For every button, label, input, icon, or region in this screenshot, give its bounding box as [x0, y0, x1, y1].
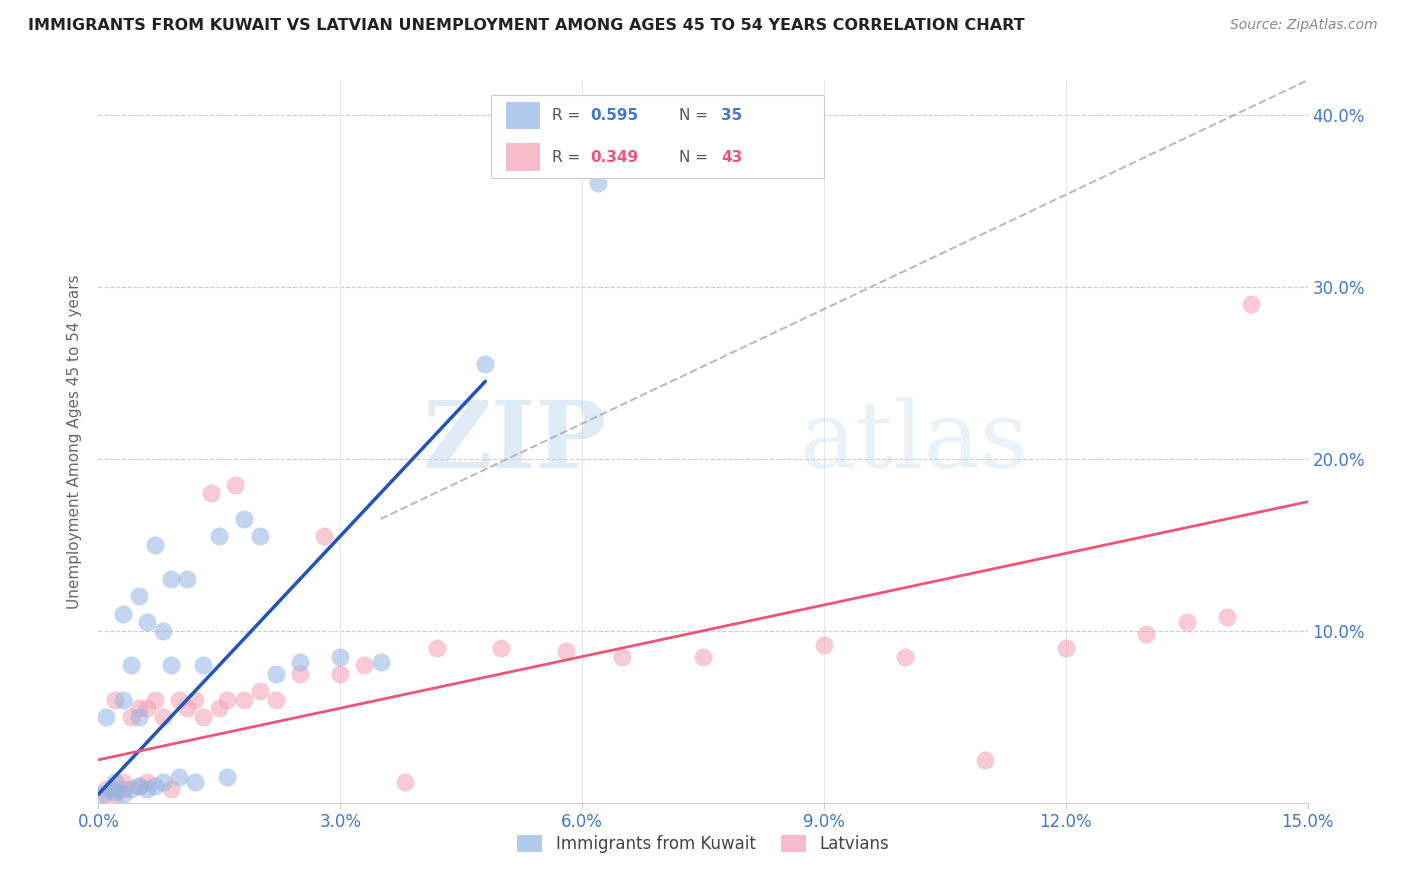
Text: R =: R = — [553, 108, 585, 123]
Point — [128, 701, 150, 715]
Point — [200, 486, 222, 500]
Text: 35: 35 — [721, 108, 742, 123]
Point — [249, 529, 271, 543]
Point — [103, 787, 125, 801]
Point — [96, 787, 118, 801]
Point — [1054, 640, 1077, 655]
Point — [111, 607, 134, 621]
Point — [160, 782, 183, 797]
Text: atlas: atlas — [800, 397, 1029, 486]
Point — [152, 775, 174, 789]
Point — [1216, 610, 1239, 624]
Point — [111, 692, 134, 706]
Point — [167, 692, 190, 706]
Point — [555, 644, 578, 658]
Point — [91, 787, 114, 801]
Point — [232, 692, 254, 706]
Point — [193, 710, 215, 724]
FancyBboxPatch shape — [506, 144, 540, 170]
Point — [893, 649, 915, 664]
Point — [288, 655, 311, 669]
Point — [120, 710, 142, 724]
Text: Source: ZipAtlas.com: Source: ZipAtlas.com — [1230, 18, 1378, 32]
Point — [152, 710, 174, 724]
Point — [329, 649, 352, 664]
Point — [184, 775, 207, 789]
Point — [208, 529, 231, 543]
Point — [128, 590, 150, 604]
Point — [135, 701, 157, 715]
Point — [120, 658, 142, 673]
Text: 0.595: 0.595 — [591, 108, 638, 123]
Point — [128, 779, 150, 793]
Point — [370, 655, 392, 669]
Point — [103, 775, 125, 789]
Point — [217, 770, 239, 784]
Point — [491, 640, 513, 655]
Point — [160, 572, 183, 586]
Text: N =: N = — [679, 108, 713, 123]
Point — [111, 782, 134, 797]
Point — [974, 753, 997, 767]
Point — [208, 701, 231, 715]
Text: N =: N = — [679, 150, 713, 164]
Point — [128, 710, 150, 724]
Point — [100, 782, 122, 797]
Legend: Immigrants from Kuwait, Latvians: Immigrants from Kuwait, Latvians — [510, 828, 896, 860]
Point — [120, 782, 142, 797]
Text: 43: 43 — [721, 150, 742, 164]
Text: ZIP: ZIP — [422, 397, 606, 486]
Y-axis label: Unemployment Among Ages 45 to 54 years: Unemployment Among Ages 45 to 54 years — [67, 274, 83, 609]
Text: IMMIGRANTS FROM KUWAIT VS LATVIAN UNEMPLOYMENT AMONG AGES 45 TO 54 YEARS CORRELA: IMMIGRANTS FROM KUWAIT VS LATVIAN UNEMPL… — [28, 18, 1025, 33]
Point — [329, 666, 352, 681]
Point — [692, 649, 714, 664]
Point — [264, 666, 287, 681]
Point — [143, 779, 166, 793]
Point — [394, 775, 416, 789]
Point — [1135, 627, 1157, 641]
Point — [193, 658, 215, 673]
Point — [96, 710, 118, 724]
Point — [128, 779, 150, 793]
Point — [103, 692, 125, 706]
Point — [813, 638, 835, 652]
Point — [474, 357, 496, 371]
FancyBboxPatch shape — [506, 102, 540, 129]
Point — [224, 477, 246, 491]
Point — [160, 658, 183, 673]
Text: 0.349: 0.349 — [591, 150, 638, 164]
Point — [249, 684, 271, 698]
Point — [135, 782, 157, 797]
Point — [135, 775, 157, 789]
FancyBboxPatch shape — [492, 95, 824, 178]
Point — [135, 615, 157, 630]
Point — [103, 785, 125, 799]
Point — [217, 692, 239, 706]
Point — [232, 512, 254, 526]
Text: R =: R = — [553, 150, 585, 164]
Point — [612, 649, 634, 664]
Point — [96, 782, 118, 797]
Point — [176, 701, 198, 715]
Point — [111, 787, 134, 801]
Point — [1240, 297, 1263, 311]
Point — [176, 572, 198, 586]
Point — [167, 770, 190, 784]
Point — [143, 692, 166, 706]
Point — [111, 775, 134, 789]
Point — [143, 538, 166, 552]
Point — [586, 177, 609, 191]
Point — [426, 640, 449, 655]
Point — [152, 624, 174, 638]
Point — [353, 658, 375, 673]
Point — [264, 692, 287, 706]
Point — [288, 666, 311, 681]
Point — [184, 692, 207, 706]
Point — [314, 529, 336, 543]
Point — [1175, 615, 1198, 630]
